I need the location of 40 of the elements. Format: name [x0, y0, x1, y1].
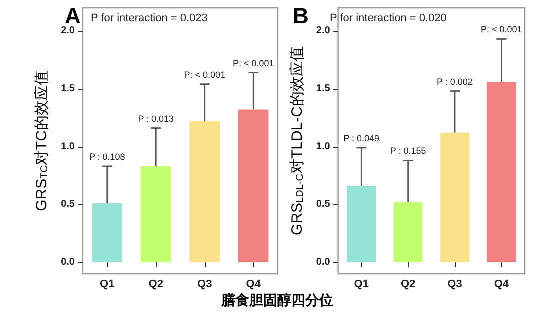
x-tick-label: Q1: [100, 278, 115, 290]
bar: [394, 202, 423, 262]
y-tick-label: 1.5: [316, 83, 331, 94]
annotation: P : 0.049: [344, 133, 380, 144]
y-tick-label: 0.5: [316, 199, 331, 210]
y-tick-label: 0.0: [316, 256, 331, 268]
annotation: P: < 0.001: [481, 24, 522, 35]
y-tick-label: 2.0: [316, 26, 331, 37]
y-tick-label: 1.0: [61, 141, 76, 152]
y-axis-title: GRSLDL-C对TLDL-C的效应值: [289, 46, 306, 236]
annotation: P : 0.108: [89, 152, 126, 162]
bar: [141, 166, 172, 262]
annotation: P: < 0.001: [232, 58, 274, 68]
x-tick-label: Q4: [246, 278, 262, 290]
annotation: P : 0.002: [437, 76, 473, 87]
annotation: P for interaction = 0.020: [330, 12, 447, 24]
y-tick-label: 0.0: [61, 256, 76, 268]
y-axis-title: GRSTC对TC的效应值: [34, 70, 51, 212]
x-axis-title: 膳食胆固醇四分位: [220, 292, 334, 310]
bar: [238, 110, 269, 262]
y-tick-label: 1.5: [61, 83, 76, 94]
bar: [487, 82, 516, 262]
bar: [440, 132, 470, 262]
x-tick-label: Q1: [354, 278, 369, 290]
y-tick-label: 2.0: [61, 26, 76, 37]
y-tick-label: 1.0: [316, 141, 331, 152]
annotation: P : 0.013: [138, 114, 174, 124]
chart-title: B: [293, 4, 309, 28]
x-tick-label: Q3: [198, 278, 212, 290]
bar: [347, 186, 376, 262]
x-tick-label: Q2: [148, 278, 164, 290]
annotation: P : 0.155: [390, 146, 426, 156]
y-tick-label: 0.5: [61, 199, 76, 210]
annotation: P for interaction = 0.023: [91, 12, 208, 24]
x-tick-label: Q2: [400, 278, 416, 290]
bar: [190, 121, 220, 262]
annotation: P: < 0.001: [184, 70, 226, 80]
bar: [92, 203, 122, 262]
x-tick-label: Q4: [494, 278, 510, 290]
x-tick-label: Q3: [448, 278, 462, 290]
